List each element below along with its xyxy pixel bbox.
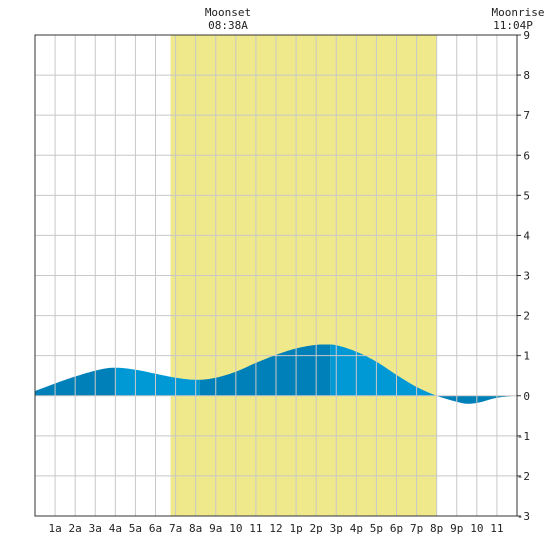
y-tick-label: 4 [523,229,530,242]
x-tick-label: 12 [269,522,282,535]
y-tick-label: 1 [523,350,530,363]
x-tick-label: 9p [450,522,463,535]
x-tick-label: 2p [310,522,323,535]
y-tick-label: 5 [523,189,530,202]
moonset-label: Moonset [205,6,251,19]
x-tick-label: 7p [410,522,423,535]
x-tick-label: 6p [390,522,403,535]
x-tick-label: 1p [289,522,302,535]
x-tick-label: 10 [470,522,483,535]
x-tick-label: 5p [370,522,383,535]
x-tick-label: 10 [229,522,242,535]
y-tick-label: 0 [523,390,530,403]
x-tick-label: 8a [189,522,202,535]
x-tick-label: 7a [169,522,182,535]
x-tick-label: 4a [109,522,122,535]
moonrise-time: 11:04P [493,19,533,32]
y-tick-label: -1 [517,430,530,443]
x-tick-label: 5a [129,522,142,535]
x-tick-label: 3p [330,522,343,535]
y-tick-label: 9 [523,29,530,42]
x-tick-label: 2a [69,522,82,535]
y-tick-label: -3 [517,510,530,523]
y-tick-label: 6 [523,149,530,162]
y-tick-label: 2 [523,310,530,323]
y-tick-label: 3 [523,270,530,283]
x-tick-label: 3a [89,522,102,535]
x-tick-label: 4p [350,522,363,535]
x-tick-label: 11 [490,522,503,535]
x-tick-label: 1a [48,522,61,535]
y-tick-label: 7 [523,109,530,122]
x-tick-label: 8p [430,522,443,535]
y-tick-label: -2 [517,470,530,483]
x-tick-label: 9a [209,522,222,535]
tide-area-segment [199,344,331,396]
moonrise-label: Moonrise [492,6,545,19]
tide-area-segment [115,367,200,396]
y-tick-label: 8 [523,69,530,82]
x-tick-label: 6a [149,522,162,535]
moonset-time: 08:38A [208,19,248,32]
x-tick-label: 11 [249,522,262,535]
